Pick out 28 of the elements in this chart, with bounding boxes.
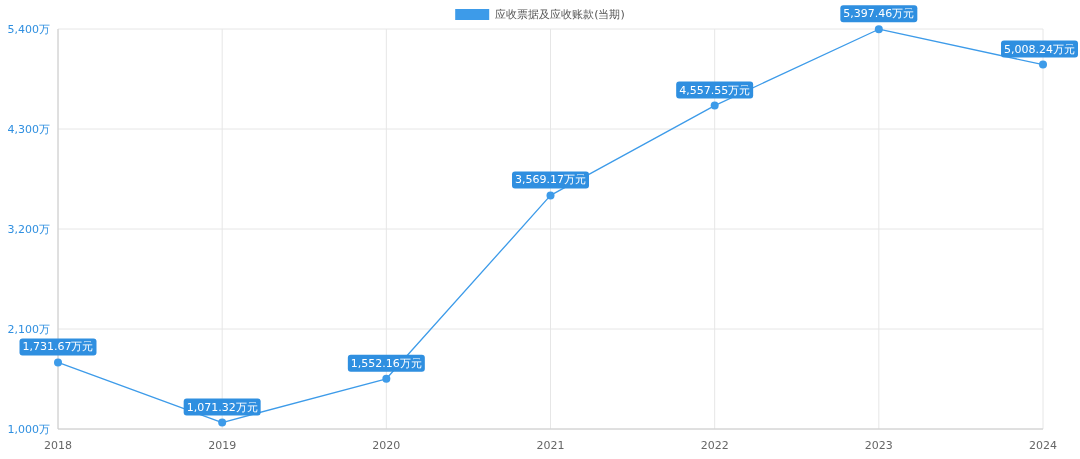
y-tick-label: 3,200万 — [7, 223, 50, 236]
legend: 应收票据及应收账款(当期) — [455, 8, 625, 21]
x-tick-label: 2019 — [208, 439, 237, 452]
point — [874, 25, 883, 34]
data-label: 1,731.67万元 — [22, 340, 94, 354]
data-label: 3,569.17万元 — [515, 173, 586, 187]
data-label: 1,552.16万元 — [350, 356, 422, 370]
x-tick-label: 2018 — [44, 439, 72, 452]
y-tick-label: 4,300万 — [7, 123, 50, 136]
point — [54, 358, 62, 367]
point — [710, 101, 719, 110]
point — [218, 418, 227, 427]
y-tick-label: 5,400万 — [7, 23, 50, 36]
data-label: 4,557.55万元 — [679, 83, 751, 97]
x-tick-label: 2022 — [700, 439, 729, 452]
point — [1039, 60, 1047, 69]
data-label: 5,397.46万元 — [843, 7, 915, 21]
x-tick-label: 2020 — [372, 439, 401, 452]
legend-label: 应收票据及应收账款(当期) — [495, 8, 625, 21]
point — [546, 191, 555, 200]
point — [382, 374, 391, 383]
x-tick-label: 2021 — [536, 439, 565, 452]
y-tick-label: 1,000万 — [7, 423, 50, 436]
x-tick-label: 2023 — [864, 439, 893, 452]
y-tick-label: 2,100万 — [7, 323, 50, 336]
data-label: 5,008.24万元 — [1004, 42, 1075, 56]
x-tick-label: 2024 — [1029, 439, 1057, 452]
data-label: 1,071.32万元 — [186, 400, 258, 414]
